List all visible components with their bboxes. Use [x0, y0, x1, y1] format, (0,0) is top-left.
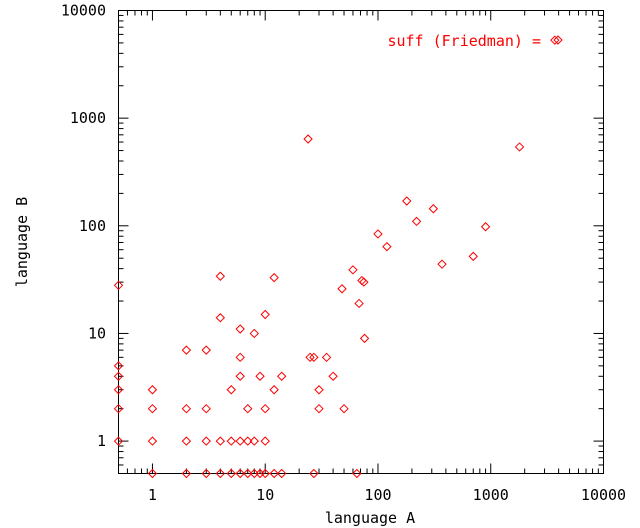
data-point [113, 361, 124, 371]
data-point [337, 284, 347, 294]
data-point [352, 468, 362, 479]
legend-label: suff (Friedman) = [387, 32, 541, 50]
data-point [181, 436, 192, 446]
data-point [314, 385, 324, 395]
data-point [359, 333, 370, 344]
data-point [181, 468, 192, 479]
y-tick-labels: 1 10 100 1000 10000 [61, 2, 106, 451]
data-point [201, 403, 211, 414]
data-point [243, 436, 253, 446]
x-tick-label: 10 [256, 486, 274, 504]
y-tick-label: 10000 [61, 2, 106, 20]
data-point [411, 216, 422, 227]
y-axis-label: language B [13, 197, 31, 287]
data-point [321, 352, 332, 363]
data-point [147, 436, 158, 446]
data-point [269, 272, 279, 283]
data-point [201, 436, 211, 446]
data-point [235, 352, 245, 363]
data-point [113, 436, 124, 446]
data-point [215, 313, 226, 323]
data-point [215, 271, 226, 281]
data-point [113, 280, 124, 291]
data-point [113, 385, 124, 395]
data-point [480, 222, 491, 232]
data-point [269, 468, 279, 479]
data-point [181, 403, 192, 414]
y-tick-label: 1000 [70, 109, 106, 127]
legend-marker [553, 35, 563, 45]
data-point [215, 436, 226, 446]
data-point [260, 468, 270, 479]
data-point [113, 371, 124, 381]
x-tick-label: 1 [148, 486, 157, 504]
data-point [276, 371, 287, 381]
x-tick-label: 10000 [581, 486, 626, 504]
data-point [339, 403, 349, 414]
data-point [235, 468, 245, 479]
data-point [226, 468, 236, 479]
y-tick-label: 10 [88, 324, 106, 342]
data-point [305, 352, 315, 363]
data-point [243, 468, 253, 479]
data-point [468, 251, 478, 262]
data-point [249, 328, 259, 339]
data-point [147, 468, 158, 479]
x-tick-labels: 1 10 100 1000 10000 [148, 486, 626, 504]
data-point [328, 371, 338, 381]
data-point [276, 468, 287, 479]
data-point [260, 309, 270, 320]
data-point [373, 229, 383, 239]
data-point [382, 241, 392, 252]
data-point [201, 345, 211, 355]
data-point [226, 385, 236, 395]
y-tick-label: 1 [97, 432, 106, 450]
axis-ticks [118, 10, 604, 474]
data-point [226, 436, 236, 446]
data-point [249, 436, 259, 446]
data-point [201, 468, 211, 479]
data-point [550, 35, 560, 45]
x-tick-label: 100 [364, 486, 391, 504]
data-point [269, 385, 279, 395]
data-point [235, 436, 245, 446]
data-point [309, 352, 319, 363]
data-point [255, 371, 265, 381]
plot-frame [118, 10, 604, 474]
data-point [181, 345, 192, 355]
data-points [113, 35, 560, 479]
data-point [309, 468, 319, 479]
data-point [243, 403, 253, 414]
data-point [235, 371, 245, 381]
data-point [437, 259, 447, 269]
data-point [314, 403, 324, 414]
data-point [348, 265, 358, 275]
legend: suff (Friedman) = [387, 32, 563, 50]
data-point [235, 324, 245, 334]
data-point [113, 403, 124, 414]
x-axis-label: language A [325, 509, 415, 527]
data-point [514, 142, 525, 152]
y-tick-label: 100 [79, 217, 106, 235]
data-point [260, 403, 270, 414]
x-tick-label: 1000 [473, 486, 509, 504]
data-point [359, 277, 369, 287]
data-point [428, 204, 439, 214]
data-point [147, 385, 158, 395]
data-point [354, 298, 364, 309]
data-point [402, 196, 412, 206]
data-point [147, 403, 158, 414]
data-point [215, 468, 226, 479]
data-point [260, 436, 270, 446]
data-point [303, 134, 313, 144]
